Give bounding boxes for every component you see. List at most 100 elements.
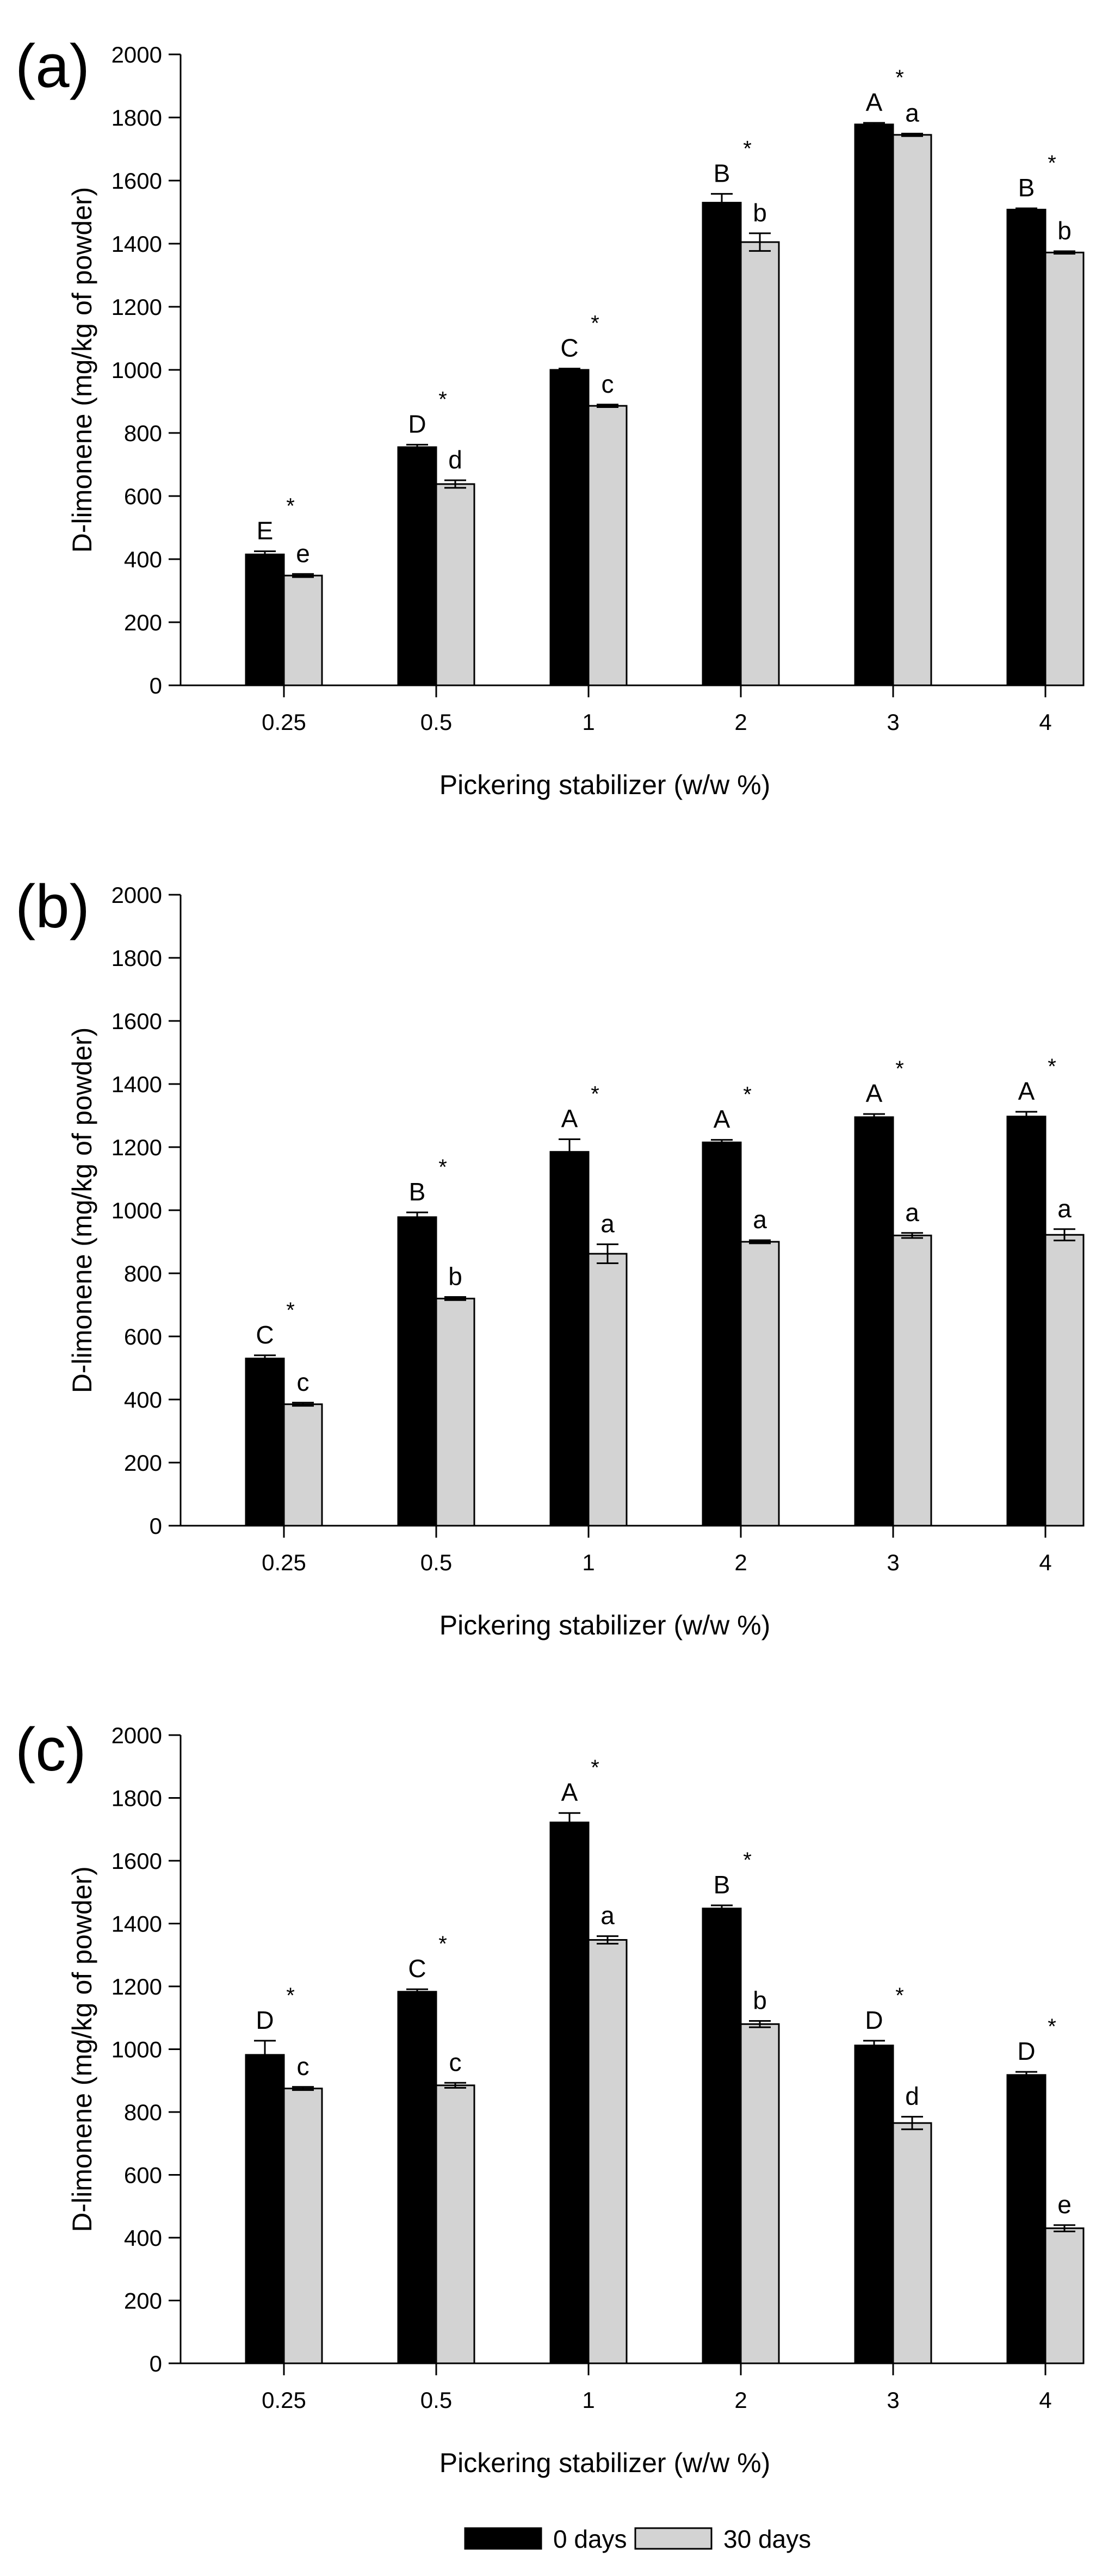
significance-asterisk: * — [743, 1848, 752, 1872]
bar-0-days — [702, 1908, 742, 2364]
y-tick-label: 1200 — [112, 1135, 162, 1160]
significance-letter: D — [1017, 2037, 1035, 2065]
x-tick-label: 2 — [734, 2387, 747, 2413]
significance-letter: A — [714, 1105, 730, 1134]
significance-asterisk: * — [438, 1155, 447, 1179]
y-tick-label: 600 — [124, 484, 162, 509]
bar-0-days — [1006, 208, 1047, 686]
panel-label: (a) — [15, 32, 90, 100]
bar-0-days — [1006, 1116, 1047, 1527]
x-tick-label: 0.5 — [420, 709, 452, 735]
bar-0-days — [397, 1216, 437, 1527]
x-axis-title: Pickering stabilizer (w/w %) — [439, 2448, 770, 2478]
significance-letter: e — [296, 539, 310, 567]
significance-letter: d — [905, 2082, 919, 2110]
y-tick-label: 400 — [124, 1387, 162, 1413]
bar-0-days — [854, 1116, 894, 1527]
y-tick-label: 600 — [124, 1324, 162, 1349]
y-tick-label: 1200 — [112, 294, 162, 320]
y-axis-title: D-limonene (mg/kg of powder) — [67, 187, 97, 553]
significance-letter: a — [600, 1210, 615, 1238]
y-tick-label: 600 — [124, 2163, 162, 2188]
bar-0-days — [1006, 2074, 1047, 2364]
significance-letter: c — [602, 370, 614, 398]
bar-30-days — [740, 2023, 780, 2364]
y-tick-label: 200 — [124, 610, 162, 635]
significance-letter: A — [866, 88, 883, 116]
bar-30-days — [1044, 1234, 1085, 1527]
bar-30-days — [1044, 2227, 1085, 2364]
bar-30-days — [587, 405, 628, 686]
significance-asterisk: * — [1048, 151, 1056, 175]
significance-letter: C — [256, 1321, 274, 1349]
bar-30-days — [435, 2084, 475, 2364]
panel-label: (b) — [15, 872, 90, 940]
bar-0-days — [245, 1358, 285, 1527]
legend-label-30-days: 30 days — [723, 2525, 811, 2553]
significance-asterisk: * — [895, 66, 904, 90]
y-tick-label: 1200 — [112, 1974, 162, 1999]
significance-asterisk: * — [743, 137, 752, 160]
significance-letter: B — [714, 1871, 730, 1899]
bar-30-days — [283, 574, 323, 686]
significance-letter: e — [1057, 2190, 1072, 2219]
x-tick-label: 4 — [1039, 709, 1051, 735]
y-tick-label: 0 — [150, 673, 162, 698]
y-tick-label: 2000 — [112, 42, 162, 67]
significance-letter: a — [600, 1902, 615, 1930]
x-tick-label: 0.5 — [420, 1550, 452, 1575]
x-tick-label: 0.25 — [262, 2387, 306, 2413]
significance-letter: c — [297, 2052, 309, 2080]
y-tick-label: 1400 — [112, 1911, 162, 1937]
significance-letter: C — [408, 1954, 426, 1983]
significance-letter: B — [1018, 174, 1035, 202]
significance-asterisk: * — [1048, 2015, 1056, 2039]
significance-asterisk: * — [591, 1082, 599, 1106]
x-tick-label: 3 — [887, 1550, 899, 1575]
x-tick-label: 3 — [887, 709, 899, 735]
significance-letter: D — [256, 2006, 274, 2034]
significance-letter: c — [449, 2048, 462, 2076]
bar-0-days — [854, 2045, 894, 2364]
y-tick-label: 1600 — [112, 168, 162, 194]
significance-letter: c — [297, 1368, 309, 1396]
significance-letter: b — [448, 1262, 462, 1291]
bar-30-days — [892, 2122, 932, 2364]
significance-asterisk: * — [286, 494, 295, 518]
bar-30-days — [892, 1234, 932, 1527]
y-tick-label: 1400 — [112, 1072, 162, 1097]
y-tick-label: 800 — [124, 420, 162, 446]
significance-letter: A — [561, 1105, 578, 1133]
y-tick-label: 800 — [124, 2100, 162, 2125]
bar-30-days — [435, 483, 475, 686]
y-tick-label: 1000 — [112, 1198, 162, 1223]
bar-0-days — [702, 202, 742, 686]
bar-0-days — [549, 1822, 590, 2364]
y-tick-label: 400 — [124, 2225, 162, 2251]
x-tick-label: 2 — [734, 709, 747, 735]
y-tick-label: 0 — [150, 2351, 162, 2376]
bar-0-days — [397, 446, 437, 686]
y-tick-label: 800 — [124, 1261, 162, 1286]
legend-swatch-0-days — [464, 2527, 542, 2550]
significance-letter: a — [1057, 1194, 1072, 1223]
x-tick-label: 0.25 — [262, 709, 306, 735]
y-tick-label: 1800 — [112, 1786, 162, 1811]
legend-label-0-days: 0 days — [553, 2525, 627, 2553]
significance-asterisk: * — [895, 1984, 904, 2008]
significance-letter: a — [905, 99, 919, 127]
y-tick-label: 1800 — [112, 105, 162, 131]
bar-30-days — [587, 1253, 628, 1527]
significance-letter: D — [865, 2006, 883, 2034]
significance-letter: C — [560, 334, 578, 362]
significance-asterisk: * — [438, 387, 447, 411]
y-tick-label: 0 — [150, 1513, 162, 1539]
significance-asterisk: * — [286, 1298, 295, 1322]
significance-letter: B — [714, 159, 730, 187]
significance-letter: A — [561, 1778, 578, 1806]
significance-letter: A — [1018, 1077, 1035, 1105]
x-axis-title: Pickering stabilizer (w/w %) — [439, 770, 770, 800]
bar-0-days — [245, 553, 285, 686]
significance-letter: b — [1057, 216, 1072, 245]
